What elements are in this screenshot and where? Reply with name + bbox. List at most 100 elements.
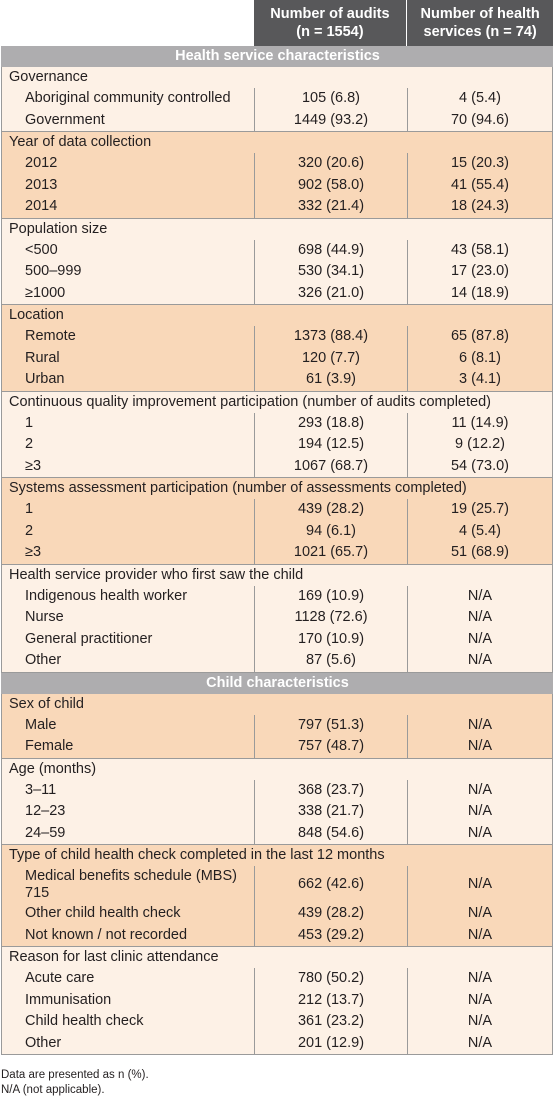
- row-label: Nurse: [25, 609, 64, 625]
- row-group: Location Remote 1373 (88.4) 65 (87.8) Rural 1…: [1, 305, 553, 392]
- row-label: ≥1000: [25, 284, 66, 301]
- services-value: 43 (58.1): [407, 239, 552, 261]
- audits-value: 757 (48.7): [254, 736, 407, 758]
- audits-value: 439 (28.2): [254, 903, 407, 925]
- services-value: 54 (73.0): [407, 455, 552, 477]
- row-group: Health service provider who first saw th…: [1, 564, 553, 673]
- row-group: Age (months) 3–11 368 (23.7) N/A 12–23 338 (2…: [1, 758, 553, 845]
- services-value: 41 (55.4): [407, 174, 552, 196]
- section-title: Health service characteristics: [1, 46, 553, 67]
- row-label: 2: [25, 436, 34, 452]
- row-group: Population size <500 698 (44.9) 43 (58.1) 50…: [1, 218, 553, 305]
- audits-value: 194 (12.5): [254, 434, 407, 456]
- row-label: Male: [25, 716, 57, 733]
- table-row: 1 439 (28.2) 19 (25.7): [2, 499, 552, 521]
- row-label: 500–999: [25, 263, 82, 279]
- services-value: N/A: [407, 989, 552, 1011]
- services-value: 4 (5.4): [407, 88, 552, 110]
- audits-value: 1373 (88.4): [254, 326, 407, 348]
- audits-value: 61 (3.9): [254, 369, 407, 391]
- audits-value: 361 (23.2): [254, 1011, 407, 1033]
- table-row: Rural 120 (7.7) 6 (8.1): [2, 347, 552, 369]
- row-label: 2013: [25, 176, 58, 193]
- table-row: Urban 61 (3.9) 3 (4.1): [2, 369, 552, 391]
- services-value: 14 (18.9): [407, 282, 552, 304]
- services-value: 4 (5.4): [407, 520, 552, 542]
- row-label: Aboriginal community controlled: [25, 90, 231, 106]
- table-row: 2012 320 (20.6) 15 (20.3): [2, 153, 552, 175]
- row-label: Remote: [25, 328, 76, 344]
- row-label: 2012: [25, 155, 58, 171]
- group-title: Location: [9, 307, 64, 323]
- audits-value: 87 (5.6): [254, 650, 407, 672]
- table-notes: Data are presented as n (%). N/A (not ap…: [0, 1068, 555, 1098]
- audits-value: 201 (12.9): [254, 1032, 407, 1054]
- audits-value: 1067 (68.7): [254, 455, 407, 477]
- table-row: Other 87 (5.6) N/A: [2, 650, 552, 672]
- services-value: 18 (24.3): [407, 196, 552, 218]
- services-value: N/A: [407, 866, 552, 903]
- characteristics-table: Number of audits (n = 1554) Number of he…: [0, 0, 553, 1055]
- services-value: 6 (8.1): [407, 347, 552, 369]
- services-value: 51 (68.9): [407, 542, 552, 564]
- services-value: N/A: [407, 736, 552, 758]
- audits-value: 530 (34.1): [254, 261, 407, 283]
- row-label: Other: [25, 652, 62, 668]
- table-row: 2 194 (12.5) 9 (12.2): [2, 434, 552, 456]
- services-value: N/A: [407, 1032, 552, 1054]
- services-value: 17 (23.0): [407, 261, 552, 283]
- services-value: N/A: [407, 714, 552, 736]
- services-value: N/A: [407, 585, 552, 607]
- row-group: Type of child health check completed in …: [1, 845, 553, 947]
- audits-value: 320 (20.6): [254, 153, 407, 175]
- row-label: 12–23: [25, 803, 66, 819]
- table-row: Other 201 (12.9) N/A: [2, 1032, 552, 1054]
- table-row: ≥3 1021 (65.7) 51 (68.9): [2, 542, 552, 564]
- table-row: Aboriginal community controlled 105 (6.8)…: [2, 88, 552, 110]
- header-services-line2: services (n = 74): [423, 24, 537, 40]
- row-label: 1: [25, 414, 34, 431]
- header-audits: Number of audits (n = 1554): [252, 0, 407, 46]
- services-value: N/A: [407, 924, 552, 946]
- audits-value: 170 (10.9): [254, 628, 407, 650]
- services-value: N/A: [407, 801, 552, 823]
- services-value: 70 (94.6): [407, 109, 552, 131]
- services-value: 3 (4.1): [407, 369, 552, 391]
- audits-value: 698 (44.9): [254, 239, 407, 261]
- table-row: Nurse 1128 (72.6) N/A: [2, 607, 552, 629]
- row-group: Governance Aboriginal community controlle…: [1, 67, 553, 132]
- group-title: Continuous quality improvement participa…: [9, 393, 491, 410]
- services-value: N/A: [407, 779, 552, 801]
- row-label: 1: [25, 501, 34, 517]
- group-title: Health service provider who first saw th…: [9, 566, 304, 583]
- row-label: Female: [25, 738, 74, 754]
- services-value: 19 (25.7): [407, 499, 552, 521]
- row-label: 2: [25, 522, 34, 539]
- audits-value: 902 (58.0): [254, 174, 407, 196]
- group-title: Governance: [9, 69, 88, 85]
- table-body: Health service characteristics Governance…: [0, 46, 553, 1055]
- row-label: ≥3: [25, 457, 42, 474]
- group-title: Systems assessment participation (number…: [9, 480, 467, 496]
- audits-value: 326 (21.0): [254, 282, 407, 304]
- note-na: N/A (not applicable).: [1, 1084, 105, 1096]
- services-value: 15 (20.3): [407, 153, 552, 175]
- table-row: Indigenous health worker 169 (10.9) N/A: [2, 585, 552, 607]
- row-label: Indigenous health worker: [25, 587, 188, 604]
- table-row: ≥1000 326 (21.0) 14 (18.9): [2, 282, 552, 304]
- row-label: Medical benefits schedule (MBS) 715: [25, 868, 237, 901]
- audits-value: 332 (21.4): [254, 196, 407, 218]
- header-audits-line1: Number of audits: [270, 6, 390, 22]
- audits-value: 1449 (93.2): [254, 109, 407, 131]
- row-label: Immunisation: [25, 991, 112, 1008]
- audits-value: 453 (29.2): [254, 924, 407, 946]
- audits-value: 338 (21.7): [254, 801, 407, 823]
- table-row: Female 757 (48.7) N/A: [2, 736, 552, 758]
- row-group: Sex of child Male 797 (51.3) N/A Female 757 (…: [1, 693, 553, 759]
- audits-value: 169 (10.9): [254, 585, 407, 607]
- table-row: ≥3 1067 (68.7) 54 (73.0): [2, 455, 552, 477]
- note-data-format: Data are presented as n (%).: [1, 1069, 149, 1081]
- services-value: N/A: [407, 968, 552, 990]
- audits-value: 105 (6.8): [254, 88, 407, 110]
- table-row: 1 293 (18.8) 11 (14.9): [2, 412, 552, 434]
